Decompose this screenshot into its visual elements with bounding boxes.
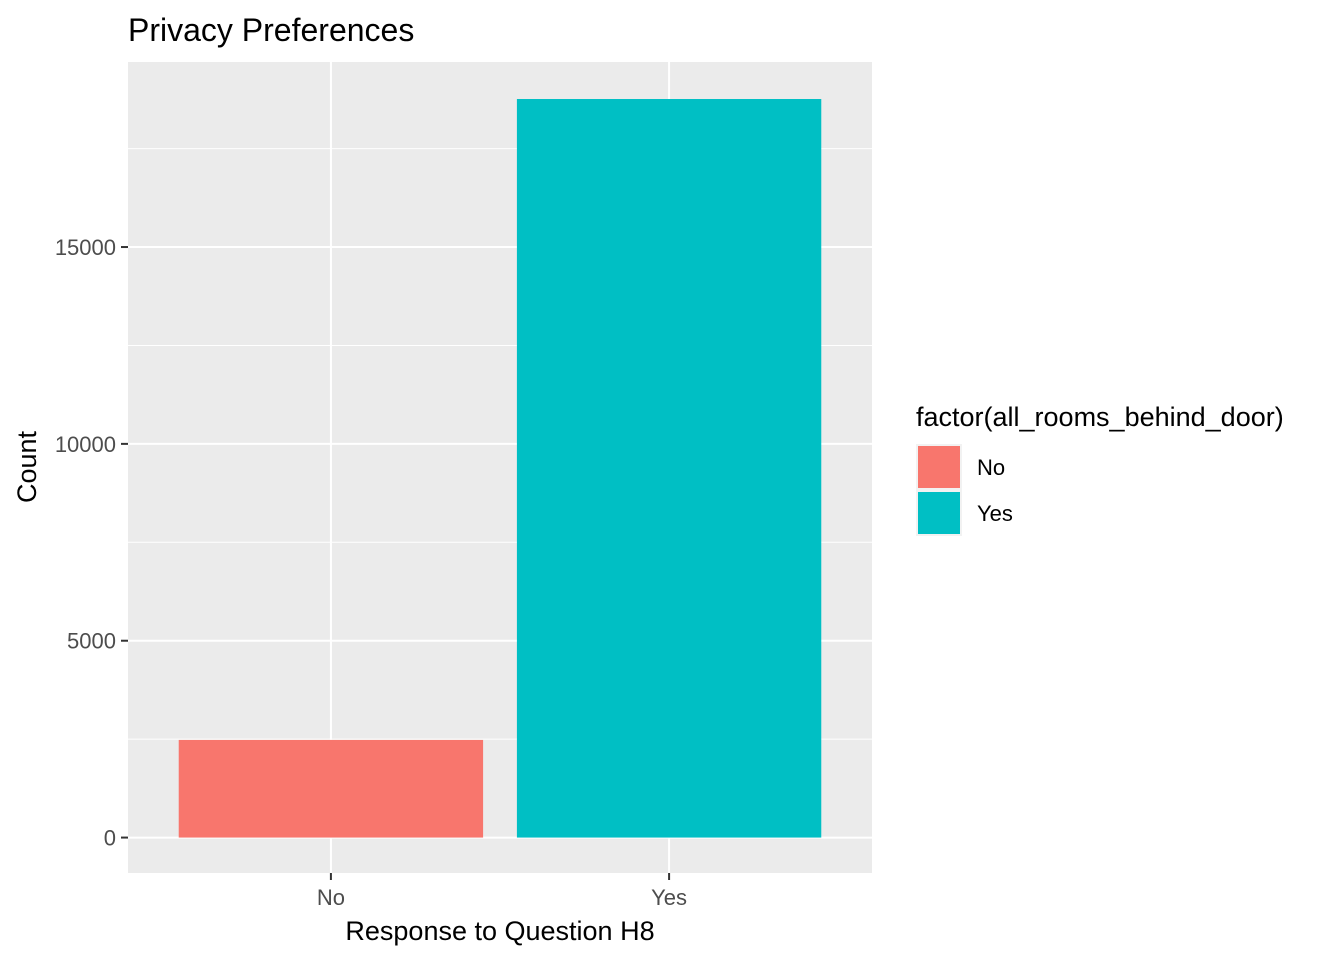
chart-title: Privacy Preferences: [128, 12, 414, 48]
x-axis: No Yes: [317, 873, 687, 910]
y-axis: 0 5000 10000 15000: [55, 235, 128, 851]
y-tick-label: 10000: [55, 432, 116, 457]
y-tick-label: 15000: [55, 235, 116, 260]
legend-label-no: No: [977, 455, 1005, 480]
x-tick-label: No: [317, 885, 345, 910]
y-tick-label: 0: [104, 826, 116, 851]
legend-label-yes: Yes: [977, 501, 1013, 526]
x-tick-label: Yes: [651, 885, 687, 910]
y-tick-label: 5000: [67, 629, 116, 654]
bar-yes: [516, 99, 822, 838]
legend-title: factor(all_rooms_behind_door): [916, 402, 1284, 432]
x-axis-title: Response to Question H8: [345, 916, 654, 946]
legend-swatch-no: [918, 446, 960, 488]
bar-no: [178, 739, 484, 838]
y-axis-title: Count: [12, 430, 42, 503]
bars: [178, 99, 822, 838]
legend-swatch-yes: [918, 492, 960, 534]
legend: factor(all_rooms_behind_door) No Yes: [916, 402, 1284, 536]
